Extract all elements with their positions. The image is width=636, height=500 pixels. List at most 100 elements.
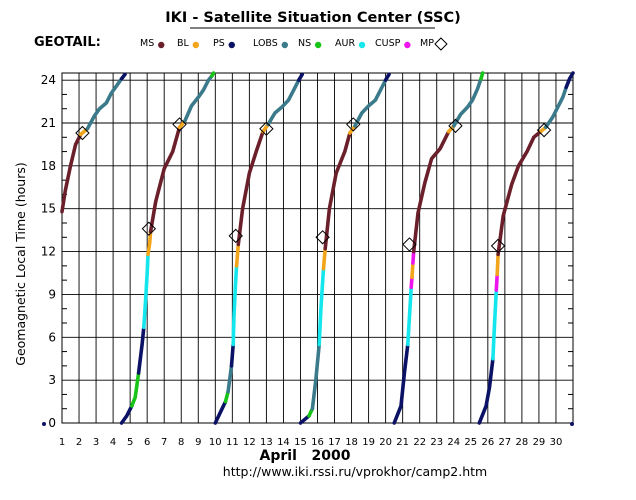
y-tick-label: 18 <box>41 159 56 173</box>
x-tick-label: 16 <box>311 437 324 448</box>
x-tick-label: 20 <box>379 437 392 448</box>
x-tick-label: 2 <box>76 437 82 448</box>
x-tick-label: 4 <box>110 437 116 448</box>
orbit-segment-lobs <box>543 85 569 130</box>
orbit-segment-aur <box>491 288 499 361</box>
orbit-segment-lobs <box>310 342 322 411</box>
satellite-name: GEOTAIL: <box>34 35 101 50</box>
mp-crossing-diamond <box>315 230 330 245</box>
x-tick-label: 24 <box>447 437 460 448</box>
orbit-segment-ms <box>60 132 83 214</box>
x-tick-label: 22 <box>413 437 426 448</box>
legend-label-ms: MS <box>140 38 154 49</box>
x-tick-label: 1 <box>59 437 65 448</box>
orbit-segment-ps <box>136 325 146 375</box>
orbit-segment-ps <box>564 71 575 90</box>
x-tick-label: 10 <box>209 437 222 448</box>
x-tick-label: 25 <box>464 437 477 448</box>
orbit-segment-ms <box>496 129 543 257</box>
mp-crossing-diamond <box>141 221 157 236</box>
orbit-segment-cusp <box>494 272 500 292</box>
orbit-segment-ms <box>323 131 352 251</box>
orbit-segment-bl <box>321 246 328 271</box>
x-axis-label: April 2000 <box>260 448 351 464</box>
orbit-segment-ns <box>130 371 141 408</box>
orbit-segment-bl <box>495 252 500 277</box>
orbit-segment-ps <box>298 414 311 425</box>
orbit-tracks <box>60 71 575 425</box>
x-tick-label: 18 <box>345 437 358 448</box>
y-tick-label: 6 <box>48 330 56 344</box>
y-tick-label: 24 <box>41 73 56 87</box>
x-tick-label: 6 <box>144 437 150 448</box>
orbit-segment-lobs <box>226 364 234 394</box>
y-tick-label: 12 <box>41 245 56 259</box>
orbit-segment-aur <box>142 252 150 330</box>
orbit-segment-ps <box>477 356 495 425</box>
y-tick-label: 9 <box>48 287 56 301</box>
orbit-segment-ps <box>213 399 228 425</box>
x-tick-label: 11 <box>226 437 239 448</box>
legend-marker-lobs <box>281 41 289 49</box>
mp-crossing-diamond <box>536 122 552 138</box>
x-tick-label: 21 <box>396 437 409 448</box>
legend-marker-mp <box>434 37 448 51</box>
x-tick-label: 19 <box>362 437 375 448</box>
x-tick-label: 12 <box>243 437 256 448</box>
orbit-segment-ps <box>392 342 410 425</box>
legend-marker-cusp <box>404 41 411 49</box>
orbit-segment-bl <box>234 242 241 268</box>
orbit-segment-ns <box>210 71 216 78</box>
corner-marker-left <box>42 422 46 426</box>
orbit-segment-ps <box>229 342 235 368</box>
legend-marker-aur <box>358 41 366 49</box>
legend-label-lobs: LOBS <box>253 38 278 49</box>
legend-label-ns: NS <box>298 38 311 49</box>
y-tick-label: 21 <box>41 116 56 130</box>
orbit-segment-bl <box>410 261 415 280</box>
orbit-segment-ps <box>383 72 391 82</box>
magnetopause-crossings <box>75 117 552 254</box>
y-tick-labels: 0 3 6 9 12 15 18 21 24 <box>41 73 56 430</box>
legend-label-cusp: CUSP <box>375 38 401 49</box>
source-url: http://www.iki.rssi.ru/vprokhor/camp2.ht… <box>223 464 487 479</box>
orbit-segment-lobs <box>266 78 301 127</box>
orbit-segment-ns <box>479 71 485 81</box>
orbit-segment-cusp <box>411 249 416 265</box>
orbit-segment-lobs <box>85 76 124 131</box>
x-tick-label: 29 <box>533 437 546 448</box>
y-tick-label: 3 <box>48 373 56 387</box>
x-tick-label: 14 <box>277 437 290 448</box>
orbit-segment-ps <box>296 72 305 82</box>
orbit-segment-ps <box>119 404 134 425</box>
x-tick-label: 5 <box>127 437 133 448</box>
legend-marker-ms <box>158 41 165 49</box>
orbit-segment-ms <box>148 125 182 234</box>
legend-marker-bl <box>192 41 200 49</box>
legend: MS BL PS LOBS NS AUR CUSP MP <box>140 37 448 51</box>
legend-marker-ps <box>228 41 235 49</box>
legend-label-aur: AUR <box>335 38 355 49</box>
x-tick-label: 15 <box>294 437 307 448</box>
y-tick-label: 15 <box>41 202 56 216</box>
orbit-segment-ms <box>411 129 451 254</box>
orbit-segment-lobs <box>182 74 214 124</box>
mp-crossing-diamond <box>228 228 243 244</box>
corner-marker-right <box>570 422 574 426</box>
legend-label-ps: PS <box>213 38 225 49</box>
x-tick-label: 7 <box>161 437 167 448</box>
orbit-segment-lobs <box>451 76 483 128</box>
orbit-segment-aur <box>405 285 414 347</box>
legend-label-mp: MP <box>420 38 434 49</box>
y-tick-label: 0 <box>48 416 56 430</box>
mp-crossing-diamond <box>75 125 90 141</box>
orbit-segment-lobs <box>353 78 388 128</box>
x-tick-labels: 1 2 3 4 5 6 7 8 9 10 11 12 13 14 15 16 17 18 19 20 21 22 23 24 2… <box>59 437 563 448</box>
orbit-segment-bl <box>146 229 153 257</box>
x-tick-label: 23 <box>430 437 443 448</box>
mp-crossing-diamond <box>172 117 187 132</box>
x-tick-label: 13 <box>260 437 273 448</box>
mp-crossing-diamond <box>490 238 506 254</box>
orbit-segment-ms <box>236 129 265 247</box>
legend-label-bl: BL <box>177 38 190 49</box>
